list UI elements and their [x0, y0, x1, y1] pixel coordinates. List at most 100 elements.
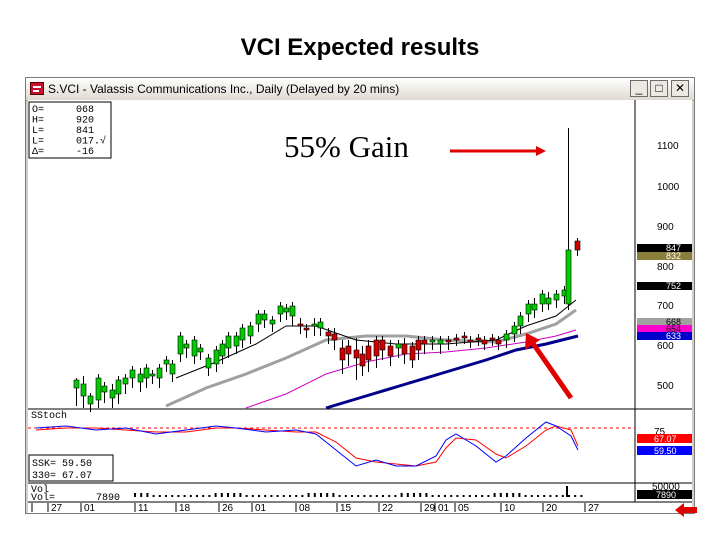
breakout-arrow-line [529, 340, 574, 400]
volume-bar [419, 493, 422, 497]
volume-bar [313, 493, 316, 497]
stoch-d-line [35, 425, 579, 467]
candle-bear [453, 337, 460, 341]
date-label: 01 [84, 503, 96, 513]
date-label: 05 [458, 503, 470, 513]
price-tick-label: 600 [657, 341, 674, 352]
volume-axis-label: 50000 [652, 482, 680, 493]
price-badge-label: 752 [666, 281, 681, 291]
candle-bull [122, 377, 129, 385]
candle-bear [574, 240, 581, 251]
volume-bar [431, 495, 434, 497]
ohlc-key: Δ= [32, 147, 44, 158]
candle-bull [233, 335, 240, 347]
volume-bar [338, 495, 341, 497]
volume-bar [530, 495, 533, 497]
volume-bar [462, 495, 465, 497]
stoch-label: SStoch [31, 410, 67, 422]
volume-bar [251, 495, 254, 497]
volume-bar [245, 495, 248, 497]
back-arrow-icon[interactable] [675, 503, 697, 517]
price-tick-label: 700 [657, 301, 674, 312]
volume-bar [375, 495, 378, 497]
volume-bar [258, 495, 260, 497]
volume-bar [233, 493, 236, 497]
candle-bull [149, 373, 156, 377]
candle-bull [80, 383, 87, 397]
volume-bar [214, 493, 217, 497]
ohlc-key: L= [32, 126, 44, 137]
candle-bear [379, 339, 386, 351]
chart-window[interactable]: S.VCI - Valassis Communications Inc., Da… [25, 77, 695, 514]
candle-bull [143, 367, 150, 379]
maximize-button[interactable]: □ [650, 80, 668, 97]
candle-bull [137, 373, 144, 383]
candle-bull [429, 339, 436, 343]
volume-bar [351, 495, 353, 497]
close-button[interactable]: ✕ [671, 80, 689, 97]
candle-bull [247, 325, 254, 337]
volume-bar [332, 493, 335, 497]
price-badge [637, 252, 692, 260]
volume-bar [400, 493, 403, 497]
candle-bull [109, 389, 116, 399]
price-tick-label: 1100 [657, 141, 679, 152]
volume-bar [468, 495, 471, 497]
gain-annotation: 55% Gain [284, 129, 409, 164]
candle-bull [169, 363, 176, 375]
volume-label: Vol= [31, 492, 55, 504]
candle-bull [269, 319, 276, 325]
candle-bull [283, 307, 290, 313]
candle-bear [373, 339, 380, 357]
stoch-k-line [35, 421, 579, 467]
ohlc-value: 841 [76, 126, 94, 137]
candle-bear [415, 339, 422, 351]
price-badge [637, 318, 692, 326]
candle-bull [511, 325, 518, 335]
breakout-arrow-head [525, 333, 540, 350]
volume-bar [574, 495, 577, 497]
volume-bar [282, 495, 285, 497]
candle-bull [163, 359, 170, 365]
candle-bull [129, 369, 136, 379]
minimize-button[interactable]: _ [630, 80, 648, 97]
price-badge-label: 832 [666, 251, 681, 261]
ohlc-value: 068 [76, 105, 94, 116]
volume-bar [264, 495, 267, 497]
ohlc-value: 920 [76, 116, 94, 127]
stoch-axis-label: 75 [654, 427, 666, 438]
price-badge-label: 847 [666, 243, 681, 253]
volume-bar [406, 493, 409, 497]
volume-bar [561, 495, 564, 497]
candle-bull [95, 377, 102, 401]
price-tick-label: 900 [657, 222, 674, 233]
candle-bear [401, 343, 408, 355]
volume-bar [152, 495, 155, 497]
volume-bar [202, 495, 205, 497]
volume-bar [518, 493, 521, 497]
candle-bull [553, 293, 560, 301]
volume-bar [146, 493, 149, 497]
candle-bear [495, 339, 502, 345]
price-tick-label: 500 [657, 381, 674, 392]
date-label: 15 [340, 503, 352, 513]
volume-bar [566, 486, 568, 497]
volume-bar [134, 493, 136, 497]
candle-bull [87, 395, 94, 405]
moving-average-gray [165, 308, 577, 408]
ohlc-key: L= [32, 137, 44, 148]
date-label: 26 [222, 503, 234, 513]
price-badge [637, 282, 692, 290]
volume-bar [158, 495, 161, 497]
volume-label-top: Vol [31, 484, 49, 496]
candle-bear [421, 339, 428, 345]
date-label: 01 [438, 503, 450, 513]
ohlc-key: O= [32, 105, 44, 116]
candle-bull [225, 335, 232, 349]
candle-bull [525, 303, 532, 315]
window-titlebar[interactable]: S.VCI - Valassis Communications Inc., Da… [26, 78, 694, 101]
candle-bear [331, 333, 338, 341]
date-label: 20 [546, 503, 558, 513]
candle-bull [213, 349, 220, 365]
